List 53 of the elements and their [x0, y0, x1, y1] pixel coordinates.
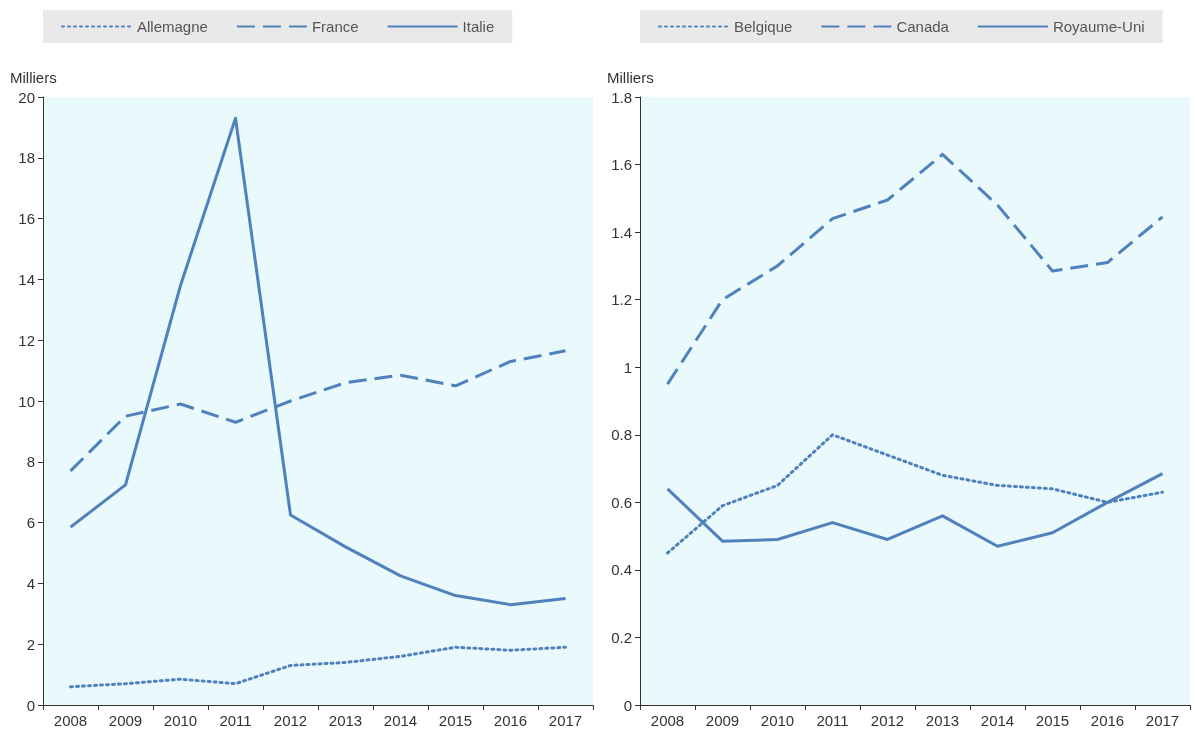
y-tick-label: 0	[26, 696, 35, 714]
legend-label: Allemagne	[137, 18, 208, 35]
legend-label: Italie	[462, 18, 495, 35]
x-tick-label: 2011	[816, 712, 849, 729]
y-tick-label: 14	[18, 270, 35, 288]
x-tick-label: 2010	[163, 712, 198, 729]
line-series	[69, 116, 567, 607]
x-tick-label: 2012	[273, 712, 308, 729]
y-tick-label: 6	[26, 514, 35, 532]
y-tick-label: 1.6	[611, 156, 632, 174]
y-tick-label: 0.4	[611, 561, 632, 579]
x-tick-label: 2014	[383, 712, 418, 729]
x-tick-label: 2016	[1090, 712, 1125, 729]
y-tick-label: 1.4	[611, 223, 632, 241]
y-tick-label: 18	[18, 149, 35, 167]
legend-label: Belgique	[734, 18, 793, 35]
y-tick-label: 4	[26, 574, 35, 592]
y-tick-label: 12	[18, 331, 35, 349]
x-tick-label: 2009	[705, 712, 740, 729]
x-tick-label: 2008	[53, 712, 88, 729]
y-tick-label: 1.8	[611, 88, 632, 106]
x-tick-label: 2008	[650, 712, 685, 729]
line-series	[666, 433, 1164, 555]
x-tick-label: 2015	[438, 712, 473, 729]
y-tick-label: 8	[26, 453, 35, 471]
legend-label: Royaume-Uni	[1052, 18, 1145, 35]
y-tick-label: 0.8	[611, 426, 632, 444]
x-tick-label: 2013	[925, 712, 960, 729]
y-axis-title: Milliers	[607, 69, 654, 86]
line-series	[666, 152, 1164, 386]
line-series	[69, 645, 567, 689]
y-tick-label: 1	[623, 358, 632, 376]
y-tick-label: 0.2	[611, 628, 632, 646]
x-tick-label: 2009	[108, 712, 143, 729]
x-tick-label: 2013	[328, 712, 363, 729]
legend-label: France	[311, 18, 359, 35]
x-tick-label: 2010	[760, 712, 795, 729]
y-tick-label: 0	[623, 696, 632, 714]
x-tick-label: 2012	[870, 712, 905, 729]
x-tick-label: 2011	[219, 712, 252, 729]
x-tick-label: 2016	[493, 712, 528, 729]
y-tick-label: 20	[18, 88, 35, 106]
y-tick-label: 16	[18, 210, 35, 228]
x-tick-label: 2017	[1145, 712, 1180, 729]
y-tick-label: 2	[26, 635, 35, 653]
y-tick-label: 10	[18, 392, 35, 410]
y-tick-label: 1.2	[611, 291, 632, 309]
legend-label: Canada	[896, 18, 950, 35]
y-tick-label: 0.6	[611, 493, 632, 511]
y-axis-title: Milliers	[10, 69, 57, 86]
x-tick-label: 2014	[980, 712, 1015, 729]
x-tick-label: 2015	[1035, 712, 1070, 729]
x-tick-label: 2017	[548, 712, 583, 729]
